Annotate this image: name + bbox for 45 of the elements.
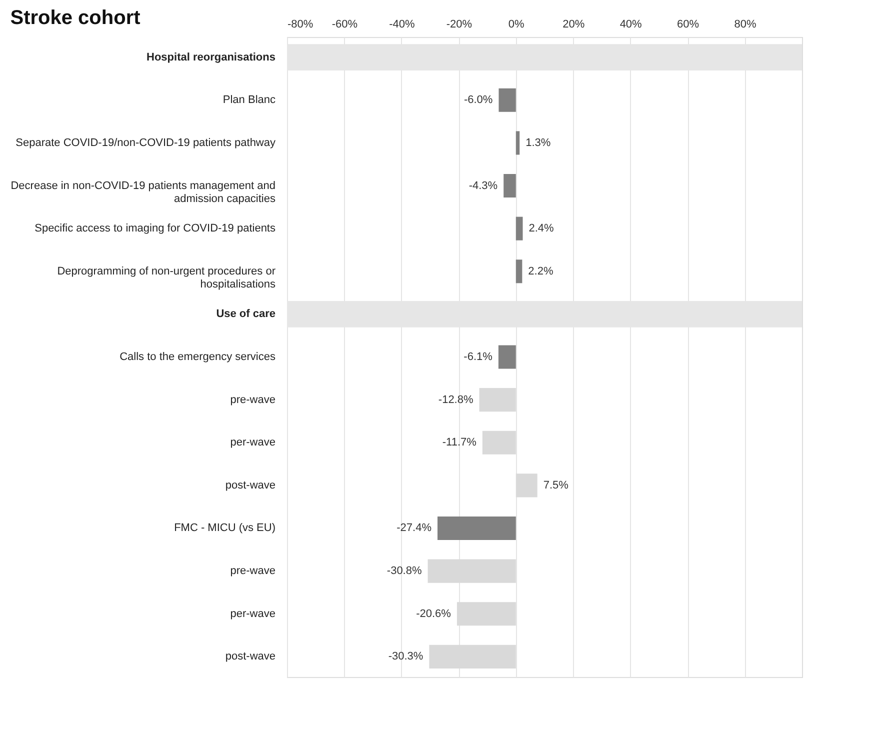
x-tick-label: 0%: [508, 18, 525, 30]
x-tick-label: -60%: [332, 18, 358, 30]
data-label: -12.8%: [438, 394, 474, 406]
y-tick-label: pre-wave: [230, 394, 276, 406]
y-tick-label: per-wave: [230, 608, 276, 620]
y-tick-label: post-wave: [225, 479, 276, 492]
y-tick-label: post-wave: [225, 650, 276, 663]
text: Stroke cohort: [10, 7, 141, 29]
bar: [437, 516, 516, 540]
y-tick-label: Separate COVID-19/non-COVID-19 patients pathway: [16, 136, 276, 149]
x-tick-label: 80%: [734, 18, 756, 30]
y-tick-label: Specific access to imaging for COVID-19 patients: [34, 222, 276, 235]
y-tick-label: Use of care: [216, 308, 276, 320]
x-tick-label: 20%: [562, 18, 585, 30]
data-label: -4.3%: [468, 180, 498, 192]
bar: [504, 174, 516, 198]
x-tick-label: -80%: [288, 18, 314, 30]
bar: [516, 216, 523, 240]
data-label: 2.4%: [528, 222, 554, 235]
y-tick-label: pre-wave: [230, 565, 276, 578]
data-label: -6.0%: [464, 94, 493, 106]
data-label: -30.3%: [388, 650, 424, 663]
x-tick-label: 60%: [677, 18, 700, 30]
data-label: -20.6%: [416, 608, 452, 620]
x-tick-label: -20%: [446, 18, 472, 30]
x-tick-label: 40%: [620, 18, 642, 30]
bar: [498, 345, 516, 369]
y-tick-label: Hospital reorganisations: [146, 51, 276, 64]
data-label: 7.5%: [543, 479, 569, 492]
bar: [516, 260, 522, 284]
data-label: -6.1%: [464, 351, 493, 363]
bar: [516, 131, 520, 155]
y-tick-label: Plan Blanc: [222, 94, 276, 106]
x-tick-label: -40%: [389, 18, 415, 30]
data-label: -11.7%: [442, 436, 477, 449]
bar: [498, 88, 516, 112]
data-label: -27.4%: [396, 522, 432, 534]
data-label: 1.3%: [526, 136, 551, 149]
y-tick-label: FMC - MICU (vs EU): [174, 522, 276, 534]
y-tick-label: Decrease in non-COVID-19 patients management and admission capacities: [10, 180, 276, 205]
data-label: 2.2%: [528, 265, 554, 278]
y-tick-label: per-wave: [230, 436, 276, 449]
y-tick-label: Calls to the emergency services: [120, 351, 276, 363]
y-tick-label: Deprogramming of non-urgent procedures or hospitalisations: [57, 265, 276, 290]
data-label: -30.8%: [386, 565, 422, 578]
